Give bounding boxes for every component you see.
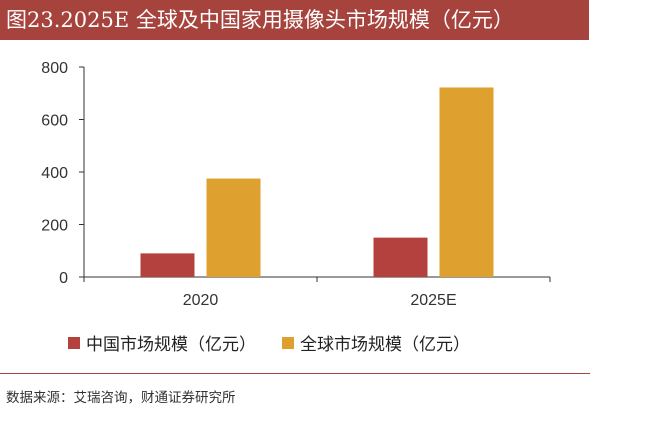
chart-legend: 中国市场规模（亿元） 全球市场规模（亿元） xyxy=(68,330,496,355)
legend-label-global: 全球市场规模（亿元） xyxy=(300,335,470,355)
y-tick-label: 200 xyxy=(41,218,68,235)
y-tick-label: 400 xyxy=(41,165,68,182)
legend-label-china: 中国市场规模（亿元） xyxy=(86,335,256,355)
bar-china-2025e xyxy=(373,237,428,277)
bar-chart: 0 200 400 600 800 2020 2025E xyxy=(41,60,551,309)
y-tick-label: 600 xyxy=(41,113,68,130)
legend-item-global: 全球市场规模（亿元） xyxy=(282,330,470,355)
x-tick-label: 2020 xyxy=(183,292,219,309)
y-tick-label: 0 xyxy=(59,270,68,287)
chart-title: 图23.2025E 全球及中国家用摄像头市场规模（亿元） xyxy=(6,8,514,32)
chart-title-bar: 图23.2025E 全球及中国家用摄像头市场规模（亿元） xyxy=(0,0,589,40)
data-source-note: 数据来源：艾瑞咨询，财通证券研究所 xyxy=(6,390,236,406)
legend-swatch-china xyxy=(68,336,80,349)
legend-swatch-global xyxy=(282,336,294,349)
legend-item-china: 中国市场规模（亿元） xyxy=(68,330,256,355)
y-tick-label: 800 xyxy=(41,60,68,77)
bar-china-2020 xyxy=(140,253,195,277)
bar-global-2020 xyxy=(206,178,261,277)
footer-divider xyxy=(0,373,590,374)
bar-global-2025e xyxy=(439,87,494,277)
x-tick-label: 2025E xyxy=(410,292,456,309)
